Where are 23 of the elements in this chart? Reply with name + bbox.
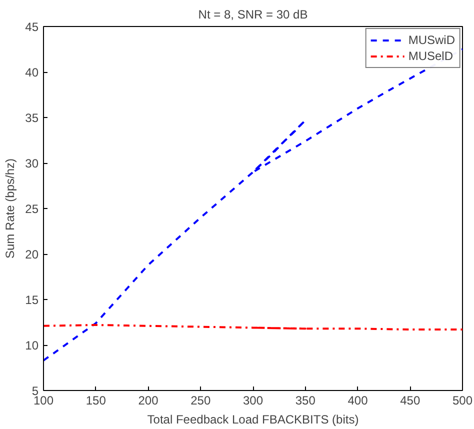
x-tick-label: 100 — [33, 394, 54, 408]
y-tick-label: 15 — [25, 293, 39, 307]
y-tick-label: 40 — [25, 66, 39, 80]
x-tick-label: 200 — [138, 394, 159, 408]
x-tick-label: 250 — [190, 394, 211, 408]
x-tick-label: 400 — [348, 394, 368, 408]
x-tick-label: 500 — [452, 394, 473, 408]
x-tick-label: 150 — [86, 394, 106, 408]
y-tick-label: 45 — [25, 20, 39, 34]
y-tick-label: 20 — [25, 248, 39, 262]
x-axis-title: Total Feedback Load FBACKBITS (bits) — [147, 412, 359, 426]
chart-title: Nt = 8, SNR = 30 dB — [198, 8, 308, 22]
y-axis-title: Sum Rate (bps/hz) — [3, 158, 18, 259]
x-tick-label: 300 — [242, 394, 264, 408]
x-tick-label: 450 — [400, 394, 420, 408]
y-tick-label: 10 — [25, 338, 39, 352]
y-tick-label: 25 — [25, 202, 39, 216]
y-tick-label: 35 — [25, 111, 39, 125]
line-series — [44, 48, 462, 362]
legend-label: MUSwiD — [408, 33, 455, 47]
x-tick-label: 350 — [295, 394, 316, 408]
y-tick-label: 30 — [25, 156, 39, 170]
legend-label: MUSelD — [408, 49, 453, 63]
